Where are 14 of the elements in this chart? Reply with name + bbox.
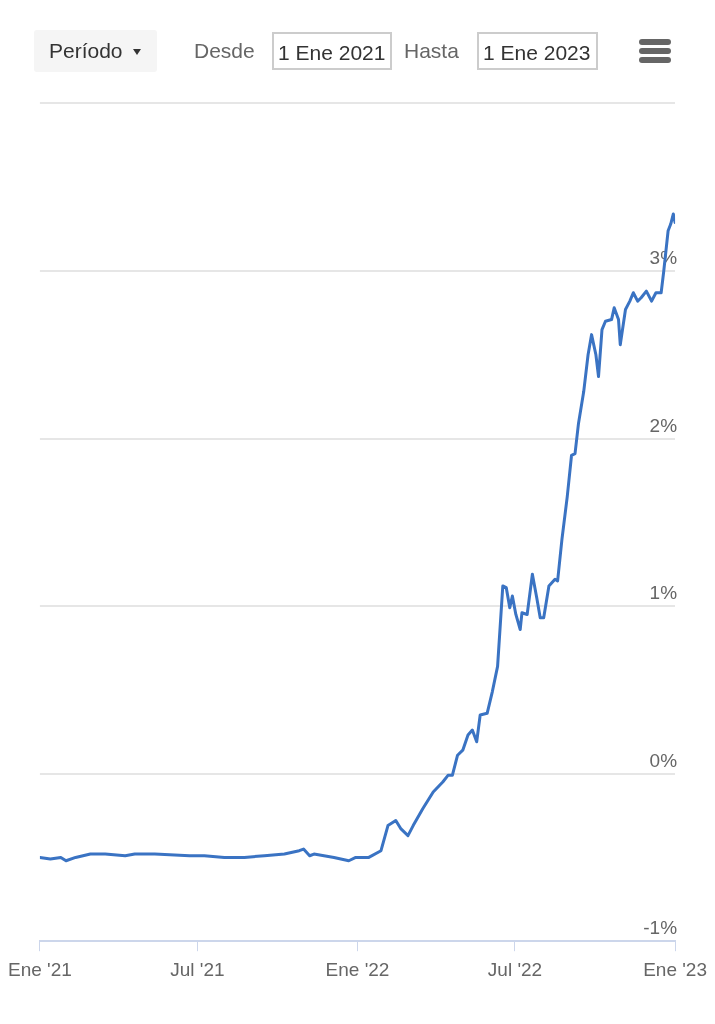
text: 1 Ene 2023 [477,32,598,70]
y-tick-label: 1% [649,582,678,604]
text: Período [34,30,157,72]
text: Hasta [404,38,459,64]
x-tick-label: Ene '22 [325,958,390,980]
x-tick-label: Ene '23 [643,958,708,980]
x-tick-label: Ene '21 [7,958,72,980]
x-tick-label: Jul '21 [170,958,225,980]
text: 1 Ene 2021 [272,32,392,70]
y-tick-label: -1% [643,917,678,939]
y-tick-label: 2% [649,414,678,436]
x-tick-label: Jul '22 [487,958,543,980]
y-tick-label: 0% [649,749,678,771]
text: Desde [194,38,255,64]
